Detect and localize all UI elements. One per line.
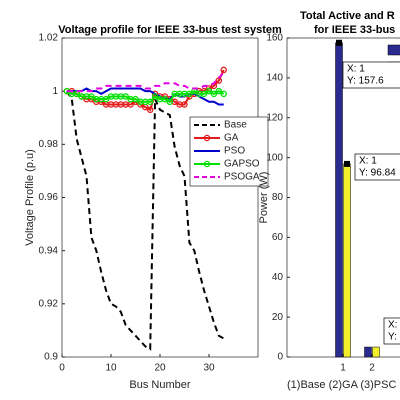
series-marker — [186, 90, 193, 98]
series-marker — [166, 98, 174, 106]
series-marker — [220, 66, 227, 74]
y-tick-label: 160 — [266, 33, 283, 44]
datatip-text: Y: 2 — [388, 332, 400, 343]
datatip-text: X: 1 — [359, 156, 377, 167]
legend-marker — [203, 134, 211, 142]
datatip-text: Y: 96.84 — [359, 168, 396, 179]
series-marker — [122, 93, 129, 100]
x-tick-label: 20 — [154, 363, 166, 374]
y-tick-label: 120 — [266, 112, 283, 123]
x-tick-label: 30 — [203, 363, 215, 374]
y-tick-label: 100 — [266, 152, 283, 163]
series-marker — [200, 90, 208, 98]
legend-swatch — [387, 44, 400, 56]
series-line — [66, 90, 225, 351]
legend-label: Base — [224, 120, 247, 131]
bar — [335, 42, 343, 358]
series-marker — [132, 95, 139, 103]
datatip-box — [342, 61, 400, 89]
series-marker — [161, 95, 169, 103]
y-tick-label: 80 — [272, 192, 284, 203]
x-tick-label: 1 — [340, 363, 346, 374]
bar — [372, 346, 380, 358]
y-tick-label: 0.98 — [39, 139, 59, 150]
x-tick-label: 10 — [105, 363, 117, 374]
y-tick-label: 1 — [52, 86, 58, 97]
y-tick-label: 0.92 — [39, 298, 59, 309]
x-tick-label: 0 — [59, 363, 65, 374]
y-tick-label: 60 — [272, 232, 284, 243]
datatip-text: X: 1 — [347, 64, 365, 75]
legend-marker — [203, 160, 211, 168]
series-line — [66, 90, 225, 104]
series-marker — [205, 87, 213, 95]
series-marker — [102, 95, 110, 103]
y-tick-label: 20 — [272, 312, 284, 323]
y-axis-label: Power (W) — [258, 172, 270, 224]
legend-label: GA — [224, 133, 239, 144]
y-tick-label: 0 — [277, 352, 283, 363]
y-axis-label: Voltage Profile (p.u) — [24, 149, 36, 246]
series-marker — [146, 106, 154, 114]
y-tick-label: 1.02 — [39, 33, 59, 44]
x-axis-label: (1)Base (2)GA (3)PSC — [287, 379, 396, 391]
power-chart: 0 20 40 60 80 100 120 140 160 1 2 Total Active and … — [258, 10, 400, 391]
x-tick-label: 2 — [369, 363, 375, 374]
series-marker — [181, 101, 188, 108]
series-marker — [88, 93, 95, 100]
voltage-chart: 0.9 0.92 0.94 0.96 0.98 1 1.02 0 10 20 30 Voltage p… — [24, 24, 282, 391]
y-tick-label: 0.94 — [39, 245, 59, 256]
chart-title: Total Active and R — [300, 10, 395, 22]
chart-title: for IEEE 33-bus — [314, 24, 395, 36]
legend-label: PSO — [224, 146, 245, 157]
series-marker — [146, 98, 154, 106]
series-line — [66, 71, 225, 93]
y-tick-label: 40 — [272, 272, 284, 283]
datatip-box — [354, 153, 400, 181]
series-marker — [151, 93, 159, 100]
x-axis-label: Bus Number — [129, 379, 190, 391]
chart-title: Voltage profile for IEEE 33-bus test sys… — [58, 24, 282, 36]
datatip-text: Y: 157.6 — [347, 76, 384, 87]
datatip-text: X: 4 — [388, 320, 400, 331]
legend-label: GAPSO — [224, 159, 260, 170]
series-marker — [73, 90, 80, 98]
y-tick-label: 140 — [266, 73, 283, 84]
datatip-box — [383, 317, 400, 345]
series-marker — [210, 90, 218, 98]
series-marker — [215, 87, 223, 95]
y-tick-label: 0.96 — [39, 192, 59, 203]
series-marker — [220, 90, 227, 98]
bar — [343, 163, 351, 358]
legend-label: PSOGA — [224, 172, 260, 183]
bar — [364, 346, 372, 358]
datatip-marker — [336, 39, 342, 46]
y-tick-label: 0.9 — [44, 352, 58, 363]
datatip-marker — [344, 160, 350, 167]
